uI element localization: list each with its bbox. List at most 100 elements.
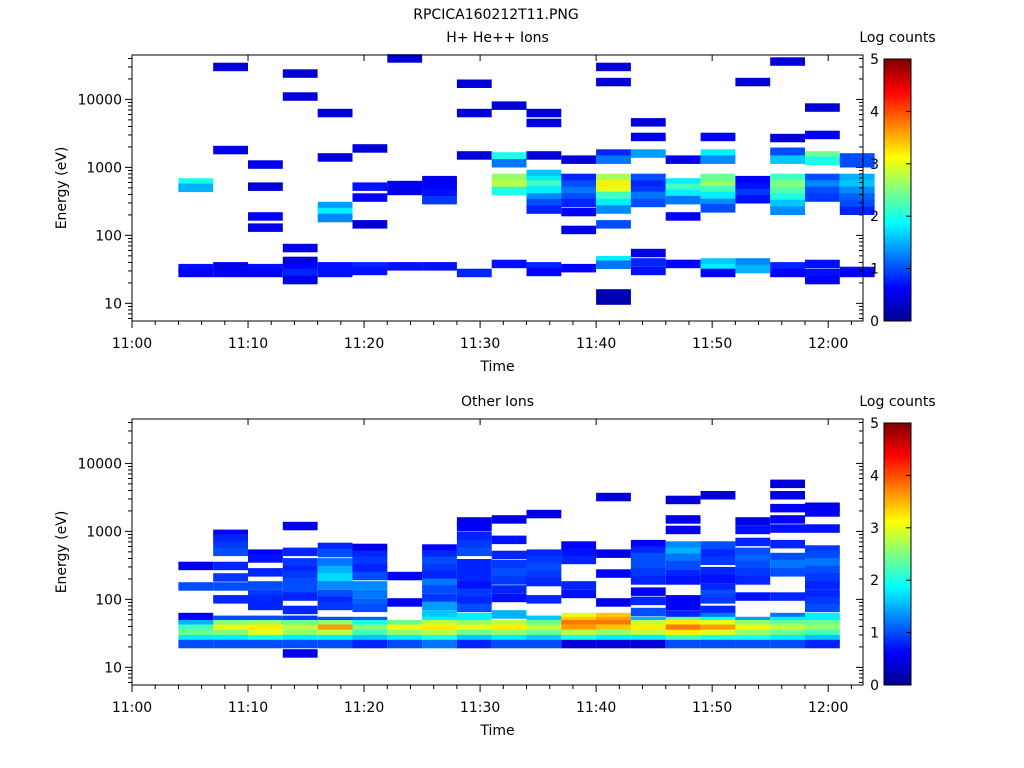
heatmap-cell xyxy=(700,595,736,604)
heatmap-cell xyxy=(422,639,457,649)
panel-title: H+ He++ Ions xyxy=(446,30,549,46)
heatmap-cell xyxy=(839,173,875,183)
heatmap-cell xyxy=(317,565,353,575)
heatmap-cell xyxy=(630,560,666,570)
heatmap-cell xyxy=(770,147,805,156)
y-axis-label: Energy (eV) xyxy=(54,147,70,230)
y-tick-label: 1000 xyxy=(86,160,122,176)
heatmap-cell xyxy=(805,173,840,183)
heatmap-cell xyxy=(700,624,736,633)
heatmap-cell xyxy=(665,259,701,269)
heatmap-cell xyxy=(526,169,562,179)
heatmap-cell xyxy=(282,92,318,101)
heatmap-cell xyxy=(317,558,353,567)
heatmap-cell xyxy=(700,574,736,584)
heatmap-cell xyxy=(770,639,805,649)
y-tick-label: 1000 xyxy=(86,524,122,540)
heatmap-cell xyxy=(839,159,875,168)
heatmap-cell xyxy=(387,629,423,639)
heatmap-cell xyxy=(422,610,457,619)
heatmap-cell xyxy=(700,566,736,576)
heatmap-cell xyxy=(213,145,248,155)
heatmap-cell xyxy=(456,539,492,549)
heatmap-cell xyxy=(213,62,248,72)
heatmap-cell xyxy=(596,191,631,201)
heatmap-cell xyxy=(805,639,840,649)
heatmap-cell xyxy=(665,495,701,505)
heatmap-cell xyxy=(491,610,527,619)
heatmap-cell xyxy=(282,634,318,644)
heatmap-cell xyxy=(491,152,527,161)
heatmap-cell xyxy=(248,624,283,633)
heatmap-cell xyxy=(526,562,562,572)
heatmap-cell xyxy=(596,260,631,269)
heatmap-cell xyxy=(317,634,353,644)
heatmap-cell xyxy=(665,629,701,639)
heatmap-cell xyxy=(630,180,666,189)
heatmap-cell xyxy=(805,573,840,582)
heatmap-cell xyxy=(630,198,666,208)
heatmap-cell xyxy=(805,551,840,560)
heatmap-cell xyxy=(422,544,457,553)
heatmap-cell xyxy=(213,529,248,539)
heatmap-cell xyxy=(561,629,597,639)
heatmap-cell xyxy=(805,151,840,160)
heatmap-cell xyxy=(422,195,457,205)
heatmap-cell xyxy=(422,550,457,559)
heatmap-cell xyxy=(735,554,771,563)
heatmap-cell xyxy=(178,561,214,571)
heatmap-cell xyxy=(213,541,248,550)
heatmap-cell xyxy=(805,130,840,140)
heatmap-cell xyxy=(735,258,771,267)
heatmap-cell xyxy=(805,629,840,639)
heatmap-cell xyxy=(839,193,875,202)
heatmap-cell xyxy=(596,569,631,578)
heatmap-cell xyxy=(178,183,214,193)
heatmap-cell xyxy=(770,539,805,549)
heatmap-cell xyxy=(213,615,248,625)
heatmap-cell xyxy=(387,180,423,190)
heatmap-cell xyxy=(456,268,492,278)
heatmap-cell xyxy=(630,539,666,549)
heatmap-cell xyxy=(352,629,388,639)
heatmap-cell xyxy=(456,108,492,118)
heatmap-cell xyxy=(213,268,248,278)
heatmap-cell xyxy=(317,601,353,611)
heatmap-cell xyxy=(456,588,492,597)
y-tick-label: 100 xyxy=(95,228,122,244)
heatmap-cell xyxy=(178,612,214,622)
heatmap-cell xyxy=(248,268,283,278)
heatmap-cell xyxy=(526,629,562,639)
panel-h-he-ions: H+ He++ Ions Time Energy (eV) Log counts… xyxy=(54,30,936,375)
heatmap-cell xyxy=(456,559,492,568)
heatmap-cell xyxy=(839,186,875,196)
heatmap-cell xyxy=(630,607,666,617)
heatmap-cell xyxy=(735,576,771,585)
heatmap-cell xyxy=(665,569,701,578)
heatmap-cell xyxy=(317,624,353,633)
heatmap-cell xyxy=(596,639,631,649)
colorbar: 0 1 2 3 4 5 xyxy=(870,416,912,694)
colorbar-tick-label: 3 xyxy=(870,157,879,173)
heatmap-cell xyxy=(248,568,283,577)
heatmap-cell xyxy=(422,570,457,579)
heatmap-cell xyxy=(352,571,388,581)
heatmap-cell xyxy=(422,629,457,639)
heatmap-cell xyxy=(491,259,527,269)
heatmap-cell xyxy=(352,266,388,276)
heatmap-cell xyxy=(770,133,805,143)
heatmap-cell xyxy=(282,624,318,633)
heatmap-cell xyxy=(735,592,771,601)
heatmap-cell xyxy=(665,576,701,585)
heatmap-cell xyxy=(178,582,214,591)
heatmap-cell xyxy=(700,620,736,629)
heatmap-cell xyxy=(805,275,840,285)
y-tick-label: 10000 xyxy=(77,92,122,108)
heatmap-cell xyxy=(735,195,771,204)
x-tick-label: 11:30 xyxy=(460,700,500,716)
heatmap-cell xyxy=(248,629,283,639)
heatmap-cell xyxy=(213,624,248,633)
heatmap-cell xyxy=(700,268,736,278)
heatmap-cell xyxy=(282,592,318,601)
heatmap-cell xyxy=(630,568,666,577)
